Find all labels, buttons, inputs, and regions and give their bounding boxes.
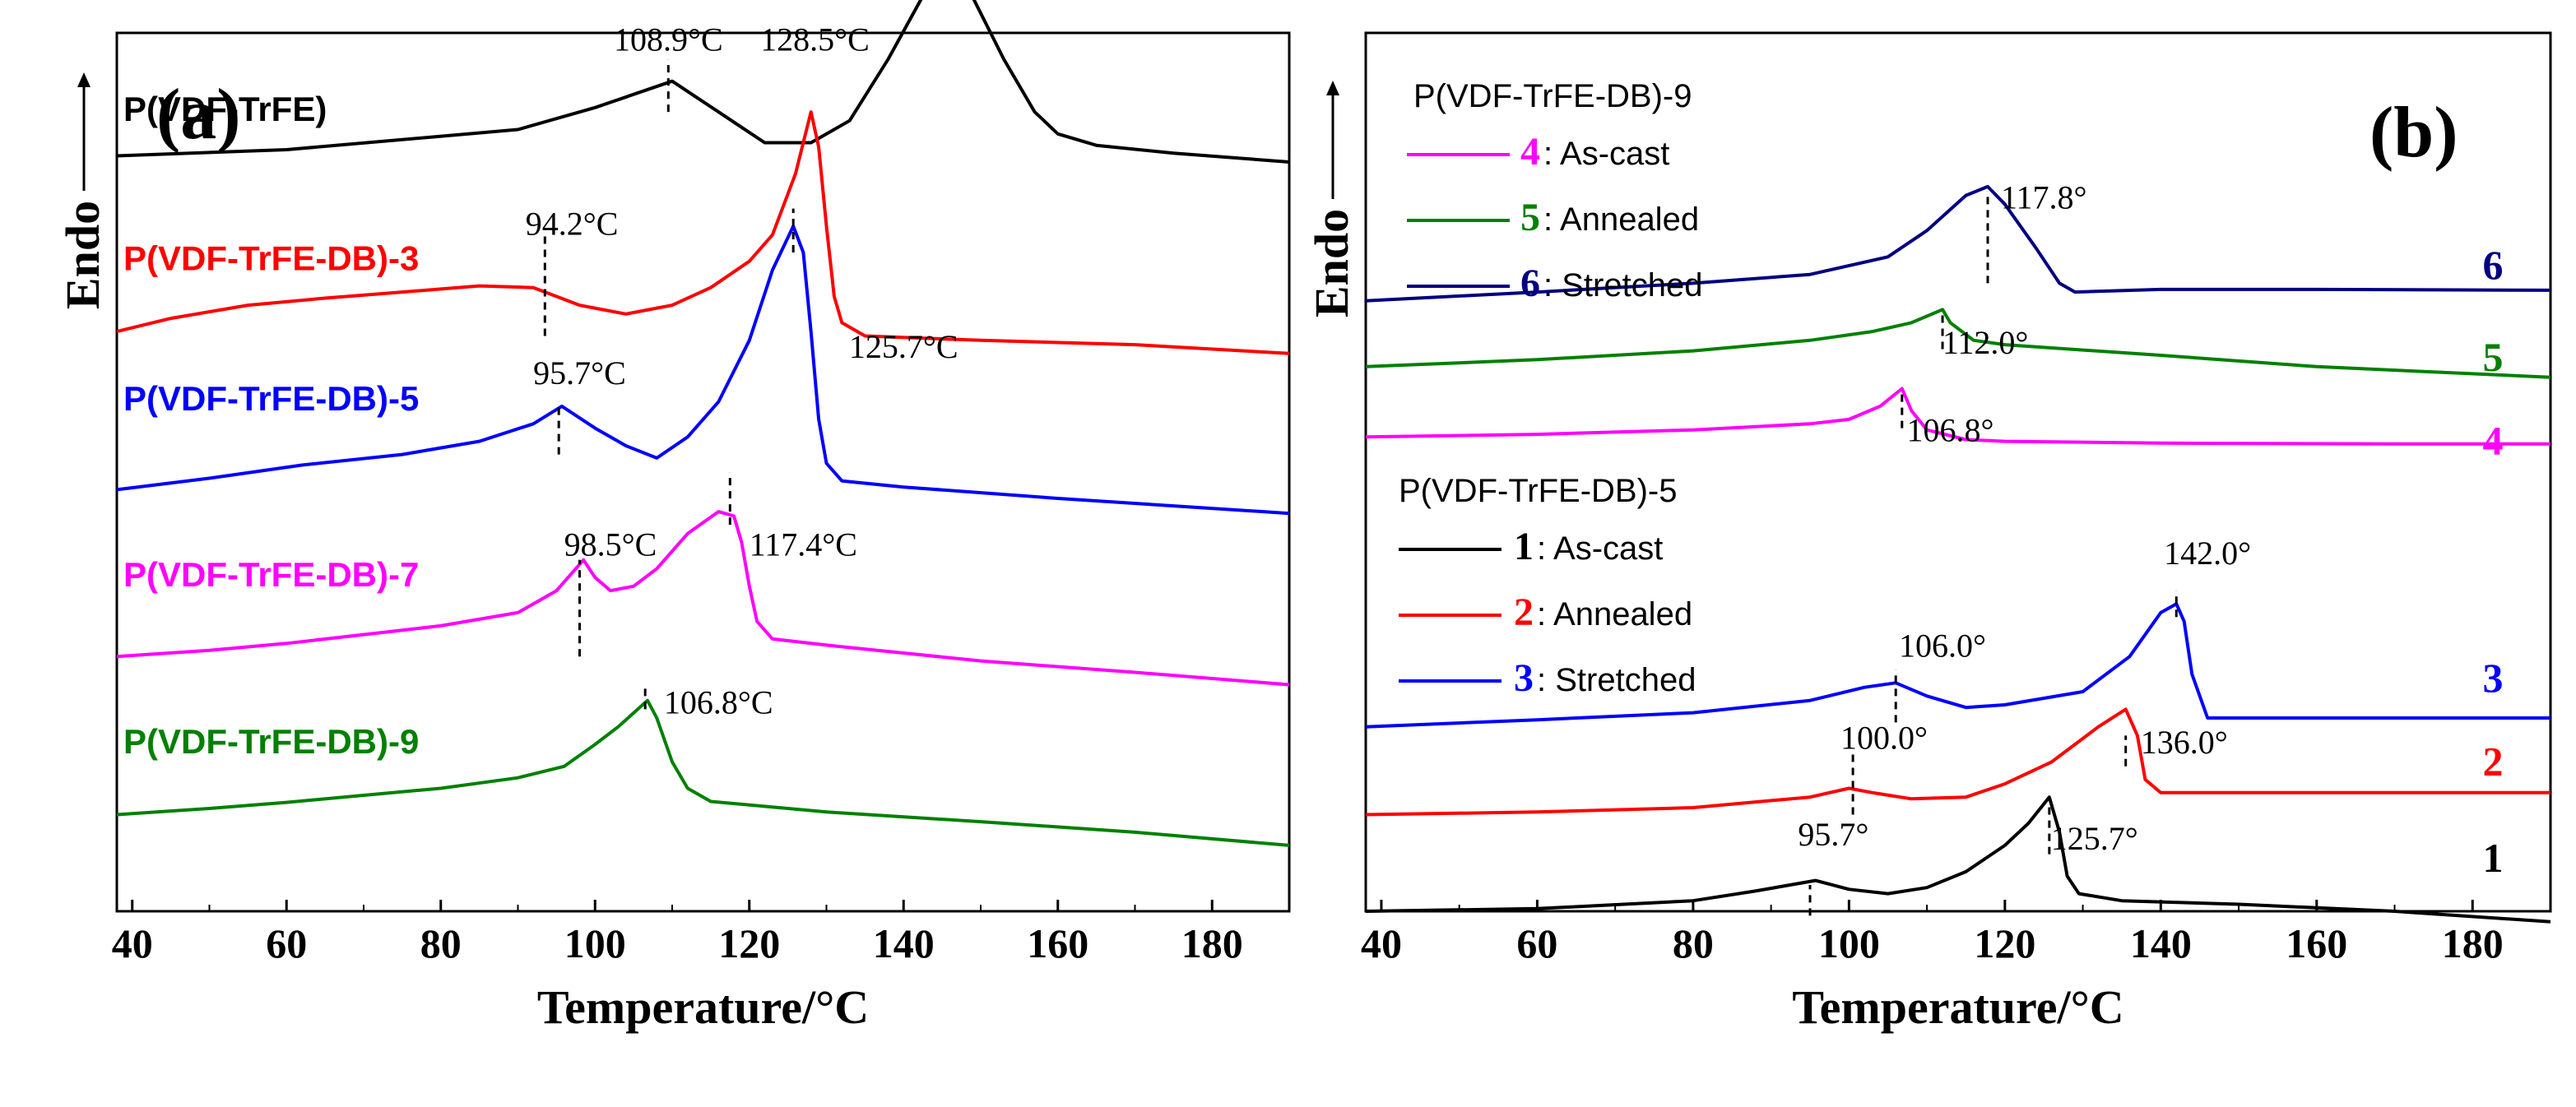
panel-b: 40 60 80 100 120 140 160 180 Temperature/°C Endo (… [1305,31,2552,1034]
series-line-4 [1365,387,2550,446]
x-tick-label: 120 [718,920,780,966]
plot-frame [1364,31,2552,913]
peak-annotation: 136.0° [2141,724,2228,761]
peak-annotation: 106.8° [1907,412,1994,449]
x-tick-label: 180 [2442,920,2504,966]
curve-number: 5 [2483,334,2504,380]
curve-number: 1 [2483,835,2504,881]
series-line-2 [1365,707,2550,817]
legend-label: : Stretched [1543,267,1702,303]
y-axis-title: Endo [1305,209,1358,317]
x-tick-label: 60 [1516,920,1557,966]
curve-number: 6 [2483,242,2504,288]
series-line-P-VDF-TrFE-DB-3 [116,110,1290,355]
curve-number: 3 [2483,655,2504,701]
x-tick-label: 100 [564,920,626,966]
series-line-6 [1365,184,2551,303]
x-tick-label: 40 [1361,920,1402,966]
peak-annotation: 108.9°C [614,21,723,58]
x-tick-label: 120 [1974,920,2035,966]
curve-number: 2 [2483,738,2504,784]
endo-arrow-head [1326,81,1339,95]
x-tick-label: 140 [873,920,935,966]
peak-annotation: 95.7°C [533,354,626,391]
series-line-P-VDF-TrFE- [116,0,1290,164]
legend-label: : As-cast [1543,136,1669,172]
x-tick-label: 40 [112,920,153,966]
peak-annotation: 125.7°C [849,328,958,365]
series-line-1 [1365,795,2551,924]
legend-number: 1 [1514,525,1534,568]
curve-number: 4 [2483,418,2504,464]
legend-label: : Annealed [1543,201,1699,238]
x-tick-label: 80 [1673,920,1714,966]
peak-annotation: 117.8° [2001,179,2087,216]
series-label: P(VDF-TrFE-DB)-7 [123,555,419,594]
peak-annotation: 142.0° [2164,535,2251,572]
panel-label: (b) [2369,93,2458,173]
series-line-P-VDF-TrFE-DB-5 [116,225,1290,516]
x-axis-title: Temperature/°C [537,980,869,1034]
legend-label: : Annealed [1537,596,1692,632]
x-tick-label: 100 [1818,920,1880,966]
plot-frame [115,31,1291,913]
legend-label: : As-cast [1537,530,1663,567]
endo-arrow-head [77,72,91,87]
series-line-3 [1365,602,2550,729]
x-tick-label: 60 [266,920,307,966]
peak-annotation: 106.8°C [664,684,773,721]
x-tick-label: 180 [1181,920,1243,966]
legend-number: 4 [1520,130,1540,174]
legend-title: P(VDF-TrFE-DB)-5 [1399,473,1677,509]
series-label: P(VDF-TrFE-DB)-9 [123,722,419,761]
x-axis-title: Temperature/°C [1792,980,2123,1034]
legend-label: : Stretched [1537,662,1696,698]
y-axis-title: Endo [56,201,109,309]
legend-title: P(VDF-TrFE-DB)-9 [1413,78,1692,114]
series-line-P-VDF-TrFE-DB-9 [116,698,1290,847]
peak-annotation: 117.4°C [750,526,857,563]
legend-number: 3 [1514,656,1534,700]
series-label: P(VDF-TrFE-DB)-5 [123,379,419,418]
peak-annotation: 94.2°C [526,206,619,243]
legend-number: 6 [1520,262,1540,305]
series-line-P-VDF-TrFE-DB-7 [116,510,1290,687]
peak-annotation: 128.5°C [760,21,870,58]
peak-annotation: 106.0° [1899,627,1986,664]
series-label: P(VDF-TrFE-DB)-3 [123,239,419,277]
peak-annotation: 112.0° [1942,324,2029,361]
series-line-5 [1365,308,2551,379]
x-tick-label: 160 [2286,920,2347,966]
legend-number: 2 [1514,591,1534,634]
series-label: P(VDF-TrFE) [123,90,327,128]
peak-annotation: 95.7° [1798,816,1868,853]
x-tick-label: 80 [420,920,462,966]
panel-a: 40 60 80 100 120 140 160 180 Temperature/°C Endo (… [56,0,1291,1034]
legend-number: 5 [1520,196,1540,239]
peak-annotation: 125.7° [2051,820,2138,857]
x-tick-label: 160 [1027,920,1088,966]
peak-annotation: 98.5°C [564,526,657,563]
peak-annotation: 100.0° [1840,719,1928,756]
panel-label: (a) [156,75,241,155]
x-tick-label: 140 [2130,920,2192,966]
